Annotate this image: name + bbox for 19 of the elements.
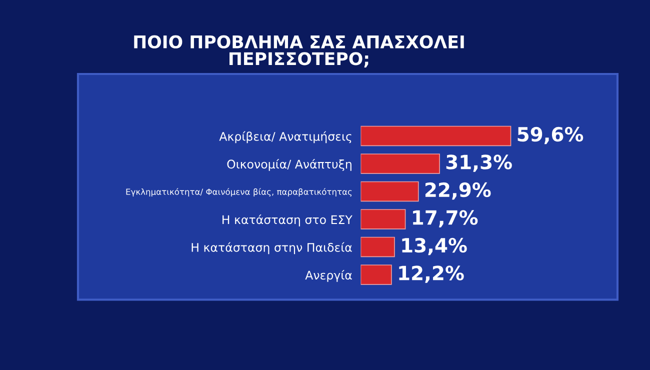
bar: [360, 154, 440, 174]
bar: [360, 236, 395, 258]
bar: [360, 264, 392, 285]
chart-title: ΠΟΙΟ ΠΡΟΒΛΗΜΑ ΣΑΣ ΑΠΑΣΧΟΛΕΙ ΠΕΡΙΣΣΟΤΕΡΟ;: [134, 35, 464, 68]
data-label: 22,9%: [425, 182, 491, 200]
bar: [360, 126, 512, 146]
bar: [360, 181, 419, 202]
data-label: 31,3%: [446, 154, 512, 172]
data-label: 13,4%: [402, 238, 467, 256]
data-label: 12,2%: [399, 266, 464, 283]
y-tick-label: Οικονομία/ Ανάπτυξη: [227, 159, 352, 171]
y-tick-label: Εγκληματικότητα/ Φαινόμενα βίας, παραβατικότητας: [126, 188, 352, 197]
y-tick-label: Ακρίβεια/ Ανατιμήσεις: [219, 131, 352, 144]
y-tick-label: Ανεργία: [305, 270, 352, 282]
data-label: 59,6%: [518, 126, 584, 144]
bar: [360, 209, 406, 230]
y-tick-label: Η κατάσταση στο ΕΣΥ: [222, 214, 352, 226]
data-label: 17,7%: [413, 210, 478, 228]
y-tick-label: Η κατάσταση στην Παιδεία: [192, 242, 352, 254]
